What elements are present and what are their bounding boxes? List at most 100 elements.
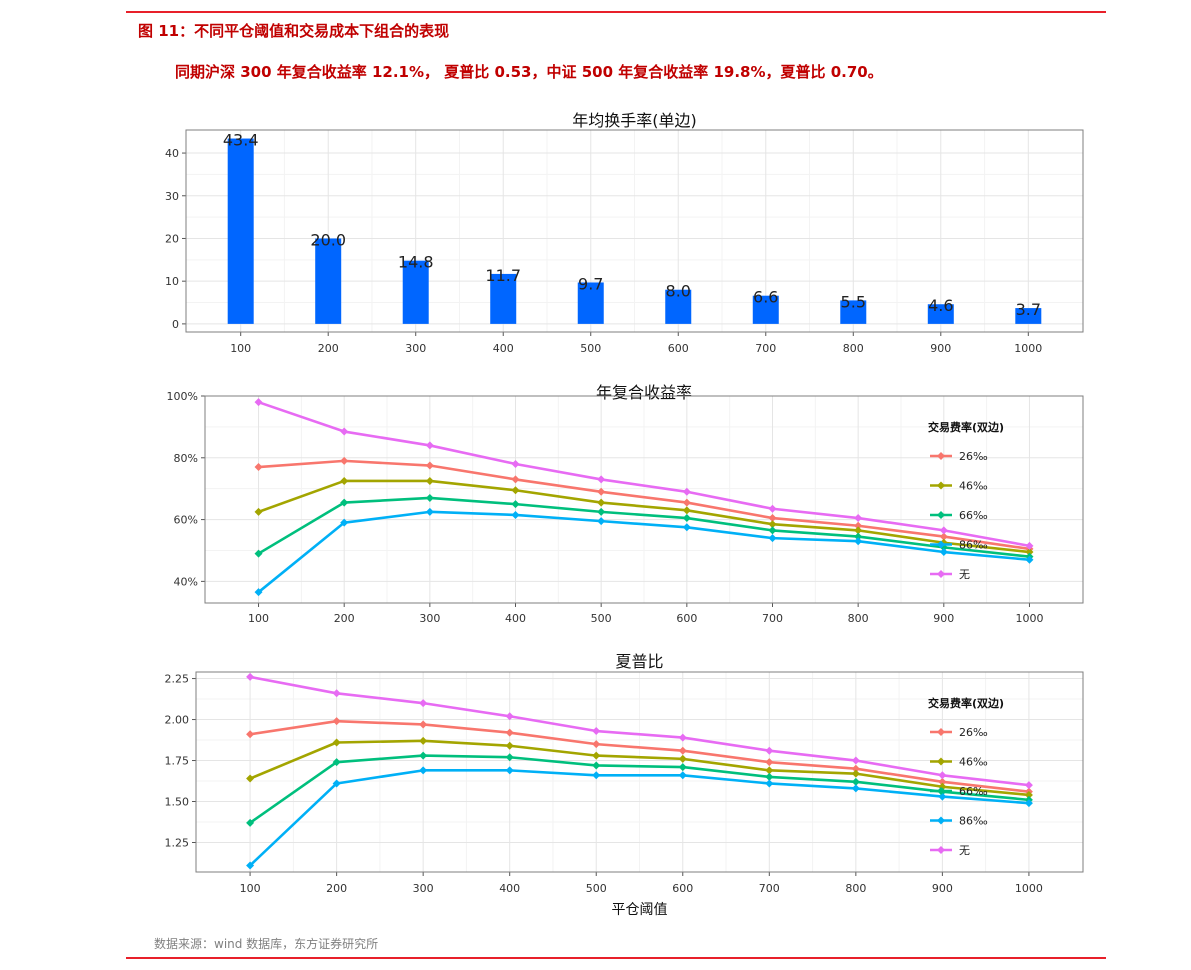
series-point	[425, 461, 434, 470]
x-tick-label: 1000	[1015, 882, 1043, 895]
x-tick-label: 500	[580, 342, 601, 355]
legend-label: 46‰	[959, 756, 988, 769]
legend-key-point	[937, 728, 945, 736]
legend-label: 26‰	[959, 450, 988, 463]
series-point	[505, 741, 514, 750]
panel-border	[185, 129, 1084, 333]
legend-key-point	[937, 570, 945, 578]
x-tick-label: 300	[413, 882, 434, 895]
series-point	[511, 459, 520, 468]
series-point	[678, 754, 687, 763]
y-tick-label: 20	[165, 232, 179, 245]
series-point	[854, 514, 863, 523]
bar-value-label: 20.0	[310, 230, 346, 249]
series-point	[851, 777, 860, 786]
series-point	[340, 456, 349, 465]
series-point	[340, 476, 349, 485]
bar	[840, 300, 867, 324]
bar-value-label: 43.4	[223, 131, 259, 150]
chart-title: 夏普比	[615, 652, 663, 671]
series-point	[682, 523, 691, 532]
series-point	[419, 766, 428, 775]
series-point	[425, 493, 434, 502]
y-tick-label: 0	[172, 318, 179, 331]
series-point	[505, 712, 514, 721]
series-point	[332, 738, 341, 747]
series-point	[511, 500, 520, 509]
series-point	[254, 398, 263, 407]
series-line	[258, 400, 1030, 548]
series-point	[597, 507, 606, 516]
series-point	[1025, 541, 1034, 550]
series-point	[246, 818, 255, 827]
series-point	[765, 746, 774, 755]
series-point	[332, 779, 341, 788]
series-line	[249, 754, 1030, 824]
legend-label: 86‰	[959, 815, 988, 828]
y-tick-label: 40%	[174, 575, 198, 588]
legend-label: 26‰	[959, 726, 988, 739]
bar	[402, 260, 429, 324]
x-tick-label: 900	[933, 612, 954, 625]
x-tick-label: 900	[930, 342, 951, 355]
y-tick-label: 10	[165, 275, 179, 288]
legend-label: 66‰	[959, 509, 988, 522]
series-point	[597, 498, 606, 507]
series-point	[505, 766, 514, 775]
series-point	[768, 514, 777, 523]
series-point	[419, 699, 428, 708]
y-tick-label: 1.75	[165, 755, 190, 768]
series-point	[939, 526, 948, 535]
series-point	[854, 521, 863, 530]
top-rule	[126, 11, 1106, 13]
series-point	[939, 532, 948, 541]
series-point	[1025, 555, 1034, 564]
legend-key-point	[937, 757, 945, 766]
bar-value-label: 4.6	[928, 296, 953, 315]
series-point	[254, 549, 263, 558]
series-point	[851, 756, 860, 765]
x-tick-label: 400	[499, 882, 520, 895]
x-tick-label: 800	[848, 612, 869, 625]
series-line	[249, 719, 1030, 793]
bar	[490, 273, 517, 324]
series-point	[1024, 790, 1033, 799]
legend-title: 交易费率(双边)	[928, 696, 1004, 710]
series-point	[765, 779, 774, 788]
bar-value-label: 3.7	[1016, 300, 1041, 319]
series-point	[1024, 799, 1033, 808]
legend-key-point	[937, 481, 945, 490]
legend-label: 无	[959, 568, 970, 581]
x-tick-label: 800	[843, 342, 864, 355]
x-tick-label: 600	[676, 612, 697, 625]
x-tick-label: 500	[591, 612, 612, 625]
x-tick-label: 400	[505, 612, 526, 625]
x-tick-label: 200	[318, 342, 339, 355]
bar	[752, 295, 779, 324]
series-point	[425, 476, 434, 485]
series-point	[246, 730, 255, 739]
series-point	[419, 751, 428, 760]
series-point	[592, 740, 601, 749]
series-point	[254, 463, 263, 472]
y-tick-label: 100%	[167, 390, 198, 403]
series-point	[768, 526, 777, 535]
series-point	[678, 763, 687, 772]
y-tick-label: 80%	[174, 452, 198, 465]
series-point	[511, 475, 520, 484]
series-point	[592, 751, 601, 760]
x-axis-title: 平仓阈值	[612, 902, 668, 918]
bottom-rule	[126, 957, 1106, 959]
legend-key-point	[937, 787, 945, 795]
x-tick-label: 400	[493, 342, 514, 355]
legend-label: 46‰	[959, 480, 988, 493]
series-point	[332, 758, 341, 767]
legend-key-point	[937, 816, 945, 825]
series-point	[592, 761, 601, 770]
legend-key-point	[937, 452, 945, 460]
series-point	[851, 784, 860, 793]
legend-label: 无	[959, 844, 970, 857]
x-tick-label: 1000	[1014, 342, 1042, 355]
series-point	[851, 764, 860, 773]
series-line	[249, 675, 1030, 787]
